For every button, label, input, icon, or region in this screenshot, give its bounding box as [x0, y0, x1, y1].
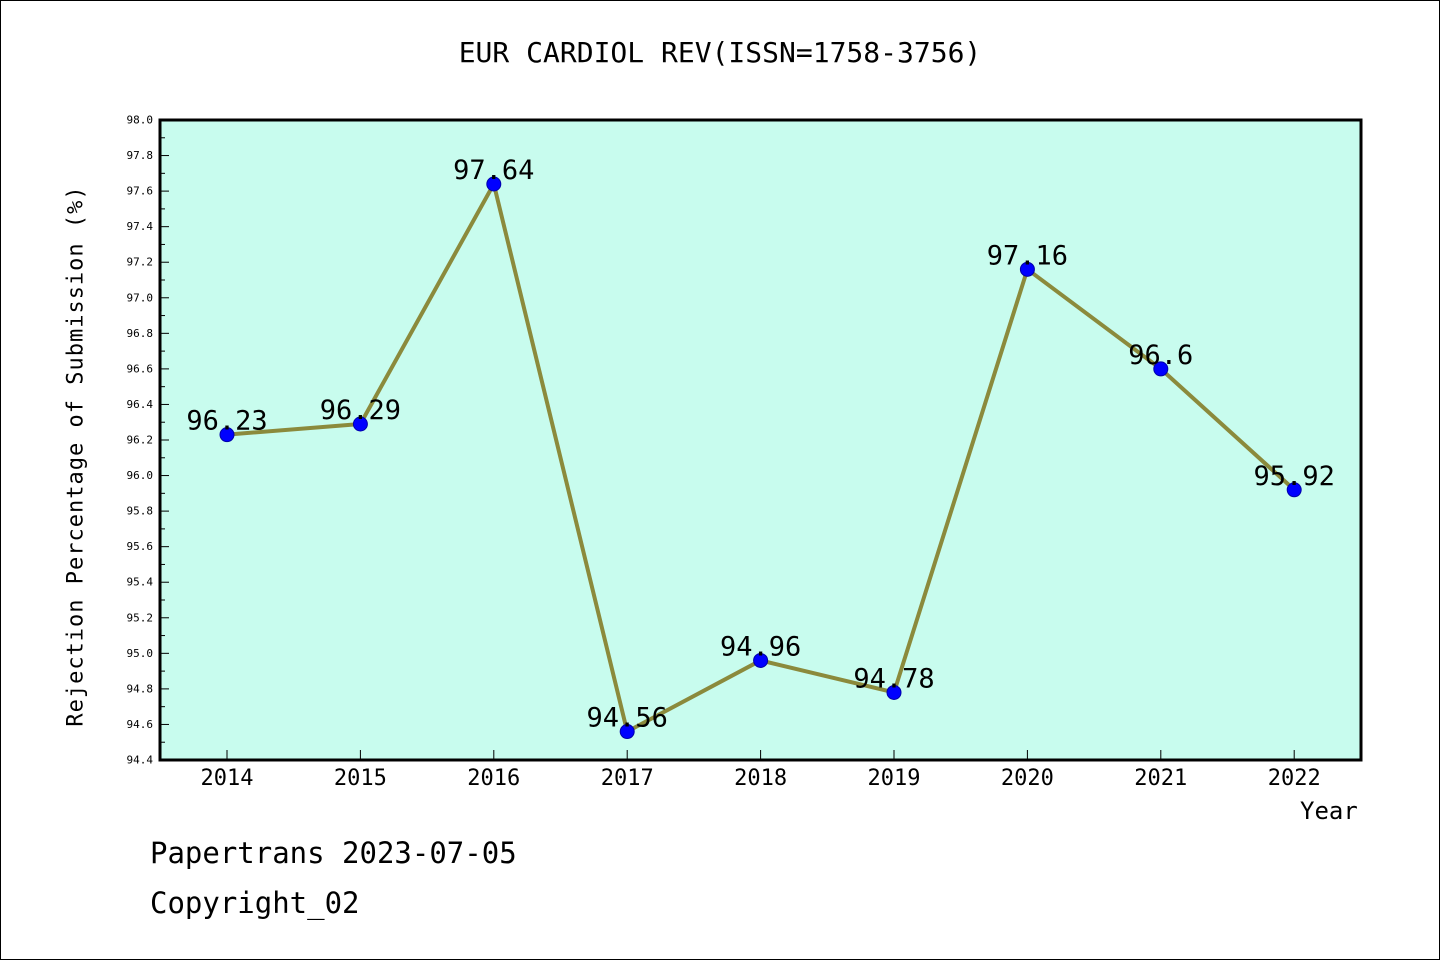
y-tick-label: 95.2: [127, 611, 154, 624]
x-tick-label: 2017: [601, 766, 654, 791]
x-tick-label: 2016: [467, 766, 520, 791]
data-point: [886, 684, 902, 700]
x-axis-label: Year: [1300, 797, 1358, 825]
y-tick-label: 95.8: [127, 505, 154, 518]
x-tick-label: 2015: [334, 766, 387, 791]
x-tick-label: 2014: [201, 766, 254, 791]
y-tick-label: 97.4: [127, 220, 154, 233]
data-label: 95.92: [1254, 461, 1335, 492]
y-tick-label: 96.6: [127, 362, 154, 375]
footer-credit: Papertrans 2023-07-05: [150, 836, 517, 870]
x-tick-label: 2018: [734, 766, 787, 791]
y-tick-label: 94.6: [127, 718, 154, 731]
x-axis-ticks: 2014 2015 2016 2017 2018 2019 2020 2021 2022: [201, 750, 1321, 791]
data-label: 96.6: [1128, 340, 1193, 371]
y-tick-label: 98.0: [127, 114, 154, 127]
plot-border: [158, 118, 1363, 762]
data-points: [219, 176, 1302, 740]
data-label: 94.78: [853, 663, 934, 694]
data-point: [619, 724, 635, 740]
y-tick-label: 97.2: [127, 256, 154, 269]
y-tick-label: 94.8: [127, 682, 154, 695]
data-label: 94.96: [720, 631, 801, 662]
chart-title: EUR CARDIOL REV(ISSN=1758-3756): [458, 36, 982, 69]
footer-copyright: Copyright_02: [150, 886, 360, 920]
x-tick-label: 2022: [1268, 766, 1321, 791]
y-tick-label: 95.6: [127, 540, 154, 553]
y-tick-label: 96.4: [127, 398, 154, 411]
y-tick-label: 96.8: [127, 327, 154, 340]
data-point: [219, 427, 235, 443]
y-tick-label: 96.0: [127, 469, 154, 482]
x-tick-label: 2020: [1001, 766, 1054, 791]
data-label: 96.23: [186, 406, 267, 437]
data-point: [1286, 482, 1302, 498]
y-tick-label: 97.8: [127, 149, 154, 162]
y-tick-label: 95.0: [127, 647, 154, 660]
x-tick-label: 2019: [868, 766, 921, 791]
data-point: [1153, 361, 1169, 377]
data-point: [753, 652, 769, 668]
y-tick-label: 94.4: [127, 754, 154, 767]
data-label: 96.29: [320, 395, 401, 426]
x-tick-label: 2021: [1134, 766, 1187, 791]
data-label: 97.64: [453, 155, 534, 186]
y-tick-label: 96.2: [127, 434, 154, 447]
data-label: 97.16: [987, 240, 1068, 271]
y-axis-ticks: 94.4 94.6 94.8 95.0 95.2 95.4 95.6 95.8 96.0 96.2…: [127, 114, 169, 767]
data-point: [1019, 261, 1035, 277]
data-label: 94.56: [587, 703, 668, 734]
y-tick-label: 97.6: [127, 185, 154, 198]
y-tick-label: 97.0: [127, 291, 154, 304]
y-tick-label: 95.4: [127, 576, 154, 589]
data-point: [486, 176, 502, 192]
data-point: [352, 416, 368, 432]
data-labels: 96.23 96.29 97.64 94.56 94.96 94.78 97.16 96.6 9…: [186, 155, 1334, 734]
